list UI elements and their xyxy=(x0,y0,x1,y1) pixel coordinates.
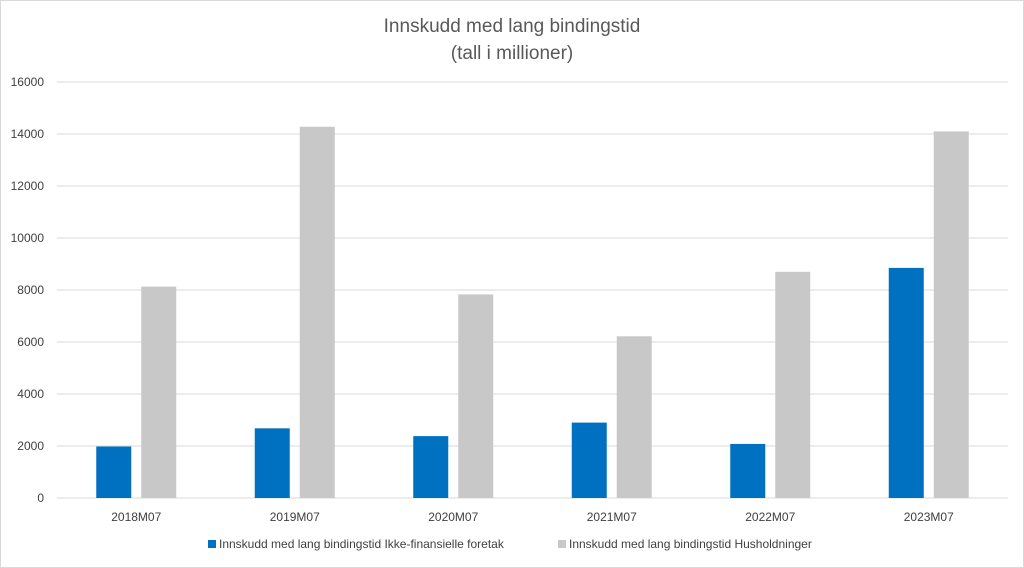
y-tick-label: 2000 xyxy=(17,439,44,453)
bar-2018m07-series-2 xyxy=(141,286,177,498)
y-tick-label: 14000 xyxy=(11,127,45,141)
bar-2019m07-series-1 xyxy=(254,428,290,498)
legend: Innskudd med lang bindingstid Ikke-finan… xyxy=(208,537,812,551)
bar-2019m07-series-2 xyxy=(299,126,335,498)
y-tick-label: 0 xyxy=(37,491,44,505)
x-tick-label: 2020M07 xyxy=(428,510,478,524)
legend-swatch xyxy=(208,540,216,548)
bar-2022m07-series-2 xyxy=(775,271,811,498)
x-tick-label: 2022M07 xyxy=(745,510,795,524)
bar-2018m07-series-1 xyxy=(96,446,132,498)
y-tick-label: 8000 xyxy=(17,283,44,297)
bar-2023m07-series-1 xyxy=(888,267,924,498)
chart-subtitle: (tall i millioner) xyxy=(451,43,573,64)
x-tick-label: 2019M07 xyxy=(270,510,320,524)
chart-title: Innskudd med lang bindingstid xyxy=(384,16,641,37)
y-tick-label: 10000 xyxy=(11,231,45,245)
bar-2021m07-series-2 xyxy=(616,336,652,498)
y-tick-label: 12000 xyxy=(11,179,45,193)
x-axis-ticks: 2018M07 2019M07 2020M07 2021M07 2022M07 2023M… xyxy=(111,510,954,524)
gridlines xyxy=(57,81,1008,499)
legend-swatch xyxy=(558,540,566,548)
y-tick-label: 4000 xyxy=(17,387,44,401)
x-tick-label: 2018M07 xyxy=(111,510,161,524)
legend-label: Innskudd med lang bindingstid Ikke-finan… xyxy=(219,537,505,551)
y-tick-label: 6000 xyxy=(17,335,44,349)
bar-2022m07-series-1 xyxy=(730,443,766,498)
bar-2020m07-series-1 xyxy=(413,436,449,498)
y-tick-label: 16000 xyxy=(11,75,45,89)
y-axis-ticks: 0 2000 4000 6000 8000 10000 12000 14000 16000 xyxy=(11,75,45,505)
bar-2020m07-series-2 xyxy=(458,294,494,498)
x-tick-label: 2023M07 xyxy=(904,510,954,524)
bar-2023m07-series-2 xyxy=(933,131,969,498)
legend-label: Innskudd med lang bindingstid Husholdnin… xyxy=(569,537,812,551)
bar-2021m07-series-1 xyxy=(571,422,607,498)
x-tick-label: 2021M07 xyxy=(587,510,637,524)
bars xyxy=(96,126,969,498)
